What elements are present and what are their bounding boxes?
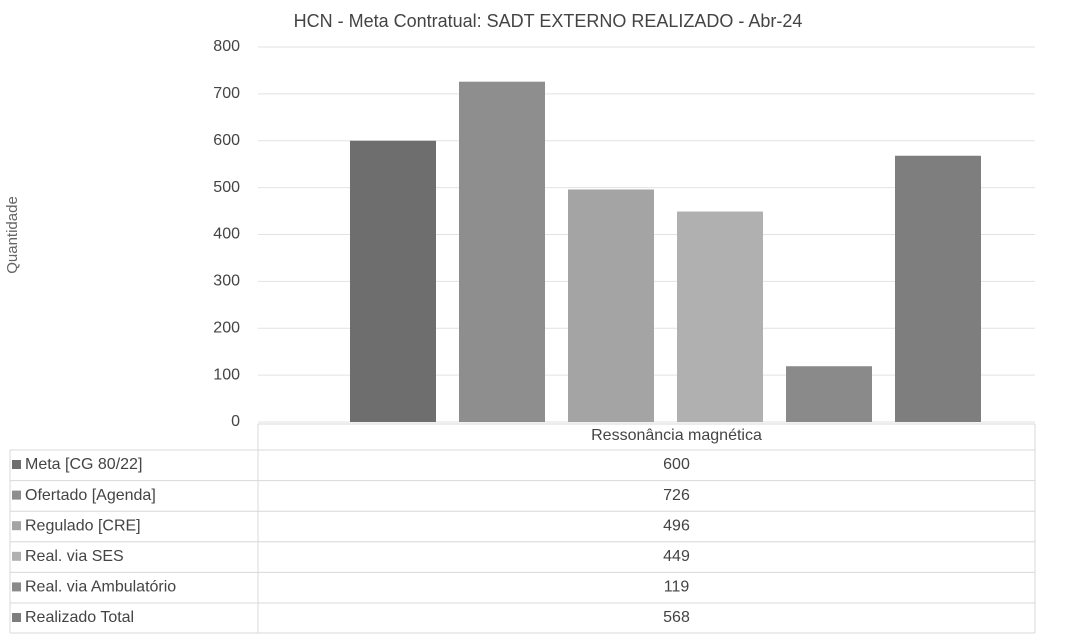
- legend-label: Real. via Ambulatório: [25, 579, 176, 596]
- chart-title: HCN - Meta Contratual: SADT EXTERNO REAL…: [294, 11, 803, 31]
- y-tick-label: 300: [213, 273, 240, 290]
- y-tick-label: 400: [213, 226, 240, 243]
- table-value: 568: [663, 609, 690, 626]
- y-tick-label: 100: [213, 366, 240, 383]
- table-value: 119: [664, 579, 690, 596]
- bar: [786, 366, 872, 422]
- y-axis-label: Quantidade: [4, 196, 21, 274]
- legend-key: [12, 460, 21, 469]
- y-tick-label: 700: [213, 85, 240, 102]
- table-value: 449: [663, 548, 690, 565]
- table-value: 726: [663, 487, 690, 504]
- bar: [350, 140, 436, 422]
- legend-label: Regulado [CRE]: [25, 517, 141, 534]
- bar: [459, 81, 545, 422]
- y-tick-label: 500: [213, 179, 240, 196]
- bar: [895, 155, 981, 422]
- legend-label: Meta [CG 80/22]: [25, 456, 142, 473]
- legend-key: [12, 613, 21, 622]
- legend-key: [12, 551, 21, 561]
- legend-key: [12, 582, 21, 592]
- table-value: 600: [663, 456, 690, 473]
- table-value: 496: [663, 517, 690, 534]
- y-tick-label: 600: [213, 132, 240, 149]
- bar: [677, 211, 763, 422]
- y-tick-label: 0: [231, 413, 240, 430]
- legend-label: Ofertado [Agenda]: [25, 487, 156, 504]
- y-tick-label: 200: [213, 319, 240, 336]
- legend-label: Real. via SES: [25, 548, 124, 565]
- legend-label: Realizado Total: [25, 609, 134, 626]
- table-header: Ressonância magnética: [591, 427, 762, 444]
- y-tick-label: 800: [213, 38, 240, 55]
- legend-key: [12, 490, 21, 500]
- bar: [568, 189, 654, 422]
- legend-key: [12, 521, 21, 531]
